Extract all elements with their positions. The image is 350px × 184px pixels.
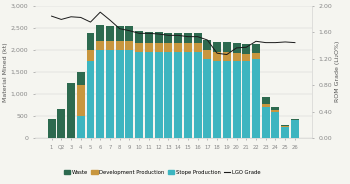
Bar — [116, 50, 124, 138]
Bar — [203, 50, 211, 59]
Bar — [252, 59, 260, 138]
Bar — [135, 31, 143, 43]
Bar — [223, 52, 231, 61]
Bar — [223, 61, 231, 138]
Bar — [281, 126, 289, 127]
Bar — [96, 50, 104, 138]
Bar — [272, 112, 279, 138]
Bar — [106, 50, 114, 138]
Bar — [106, 26, 114, 41]
Bar — [135, 52, 143, 138]
Bar — [125, 50, 133, 138]
Bar — [77, 116, 85, 138]
Bar — [145, 32, 153, 43]
Bar — [106, 41, 114, 50]
Bar — [77, 72, 85, 85]
Bar — [184, 33, 192, 43]
Bar — [203, 59, 211, 138]
Bar — [155, 52, 163, 138]
Bar — [281, 127, 289, 138]
Bar — [86, 33, 95, 50]
Bar — [184, 43, 192, 52]
Bar — [213, 52, 221, 61]
Bar — [174, 52, 182, 138]
Bar — [252, 53, 260, 59]
Bar — [203, 40, 211, 50]
Bar — [232, 43, 240, 53]
Bar — [242, 61, 250, 138]
Bar — [96, 25, 104, 41]
Bar — [116, 41, 124, 50]
Bar — [194, 52, 202, 138]
Bar — [223, 42, 231, 52]
Y-axis label: Material Mined (kt): Material Mined (kt) — [3, 42, 8, 102]
Bar — [242, 54, 250, 61]
Bar — [125, 26, 133, 41]
Bar — [174, 43, 182, 52]
Bar — [164, 52, 172, 138]
Bar — [116, 26, 124, 41]
Bar — [164, 33, 172, 43]
Bar — [213, 42, 221, 52]
Bar — [194, 43, 202, 52]
Bar — [48, 119, 56, 138]
Bar — [291, 120, 299, 138]
Bar — [252, 44, 260, 53]
Bar — [232, 61, 240, 138]
Bar — [86, 61, 95, 138]
Bar — [57, 109, 65, 138]
Bar — [67, 83, 75, 138]
Bar — [145, 52, 153, 138]
Bar — [135, 43, 143, 52]
Bar — [262, 107, 270, 138]
Bar — [232, 53, 240, 61]
Legend: Waste, Development Production, Stope Production, LGO Grade: Waste, Development Production, Stope Pro… — [64, 170, 260, 175]
Bar — [272, 107, 279, 110]
Bar — [86, 50, 95, 61]
Bar — [145, 43, 153, 52]
Y-axis label: ROM Grade (Li₂O%): ROM Grade (Li₂O%) — [335, 41, 340, 102]
Bar — [194, 33, 202, 43]
Bar — [262, 97, 270, 104]
Bar — [164, 43, 172, 52]
Bar — [213, 61, 221, 138]
Bar — [155, 43, 163, 52]
Bar — [291, 119, 299, 120]
Bar — [96, 41, 104, 50]
Bar — [174, 33, 182, 43]
Bar — [125, 41, 133, 50]
Bar — [262, 104, 270, 107]
Bar — [184, 52, 192, 138]
Bar — [272, 110, 279, 112]
Bar — [155, 32, 163, 43]
Bar — [77, 85, 85, 116]
Bar — [281, 125, 289, 126]
Bar — [242, 44, 250, 54]
